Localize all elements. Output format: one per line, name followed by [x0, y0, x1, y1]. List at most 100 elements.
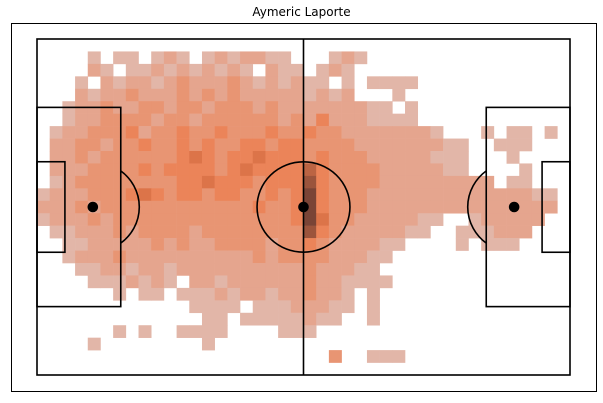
heatmap-cell: [290, 325, 304, 338]
heatmap-cell: [214, 287, 228, 301]
heatmap-cell: [201, 250, 215, 264]
heatmap-cell: [379, 188, 393, 202]
heatmap-cell: [354, 263, 368, 276]
heatmap-cell: [138, 325, 152, 338]
heatmap-cell: [290, 163, 304, 177]
heatmap-cell: [176, 163, 190, 177]
heatmap-cell: [125, 151, 139, 164]
heatmap-cell: [201, 275, 215, 289]
heatmap-cell: [49, 163, 63, 177]
heatmap-cell: [341, 113, 355, 127]
heatmap-cell: [366, 126, 380, 139]
heatmap-cell: [189, 63, 203, 77]
heatmap-cell: [49, 126, 63, 139]
heatmap-cell: [138, 287, 152, 301]
heatmap-cell: [506, 175, 520, 189]
heatmap-cell: [265, 51, 279, 65]
heatmap-cell: [201, 200, 215, 214]
heatmap-cell: [201, 151, 215, 164]
heatmap-cell: [278, 138, 292, 152]
heatmap-cell: [278, 126, 292, 139]
heatmap-cell: [290, 263, 304, 276]
heatmap-cell: [366, 200, 380, 214]
heatmap-cell: [189, 188, 203, 202]
heatmap-cell: [430, 163, 444, 177]
heatmap-cell: [113, 88, 127, 102]
heatmap-cell: [113, 113, 127, 127]
heatmap-cell: [176, 138, 190, 152]
heatmap-cell: [113, 126, 127, 139]
heatmap-cell: [49, 175, 63, 189]
heatmap-cell: [328, 88, 342, 102]
heatmap-cell: [252, 238, 266, 251]
heatmap-cell: [443, 151, 457, 164]
heatmap-cell: [392, 225, 406, 239]
heatmap-cell: [354, 126, 368, 139]
heatmap-cell: [506, 213, 520, 226]
heatmap-cell: [493, 138, 507, 152]
heatmap-cell: [392, 138, 406, 152]
heatmap-cell: [37, 200, 50, 214]
heatmap-cell: [278, 250, 292, 264]
chart-title: Aymeric Laporte: [252, 5, 351, 19]
heatmap-cell: [125, 63, 139, 77]
heatmap-cell: [354, 238, 368, 251]
heatmap-cell: [290, 151, 304, 164]
heatmap-cell: [265, 88, 279, 102]
heatmap-cell: [227, 151, 241, 164]
heatmap-cell: [100, 88, 114, 102]
heatmap-cell: [303, 101, 317, 114]
heatmap-cell: [252, 101, 266, 114]
heatmap-cell: [163, 88, 177, 102]
heatmap-cell: [227, 238, 241, 251]
heatmap-cell: [87, 63, 101, 77]
heatmap-cell: [379, 126, 393, 139]
heatmap-cell: [278, 312, 292, 326]
heatmap-cell: [214, 238, 228, 251]
heatmap-cell: [265, 163, 279, 177]
heatmap-cell: [290, 76, 304, 90]
heatmap-cell: [214, 138, 228, 152]
heatmap-cell: [75, 126, 89, 139]
heatmap-cell: [100, 76, 114, 90]
heatmap-cell: [328, 63, 342, 77]
heatmap-cell: [163, 101, 177, 114]
heatmap-cell: [303, 213, 317, 226]
heatmap-cell: [163, 63, 177, 77]
heatmap-cell: [252, 200, 266, 214]
heatmap-cell: [240, 250, 254, 264]
heatmap-cell: [62, 151, 76, 164]
heatmap-cell: [506, 151, 520, 164]
heatmap-cell: [506, 238, 520, 251]
right-goal-area: [541, 160, 571, 254]
heatmap-cell: [265, 101, 279, 114]
right-penalty-spot: [508, 201, 520, 213]
heatmap-cell: [303, 312, 317, 326]
heatmap-cell: [379, 238, 393, 251]
heatmap-cell: [493, 188, 507, 202]
heatmap-cell: [316, 300, 330, 314]
heatmap-cell: [443, 200, 457, 214]
heatmap-cell: [316, 312, 330, 326]
heatmap-cell: [87, 263, 101, 276]
heatmap-cell: [519, 225, 533, 239]
heatmap-cell: [392, 188, 406, 202]
heatmap-cell: [138, 63, 152, 77]
heatmap-cell: [240, 225, 254, 239]
heatmap-cell: [240, 188, 254, 202]
heatmap-cell: [163, 188, 177, 202]
heatmap-cell: [328, 312, 342, 326]
heatmap-cell: [163, 163, 177, 177]
heatmap-cell: [214, 312, 228, 326]
heatmap-cell: [379, 163, 393, 177]
heatmap-cell: [138, 113, 152, 127]
heatmap-cell: [87, 337, 101, 351]
heatmap-cell: [75, 138, 89, 152]
heatmap-cell: [328, 151, 342, 164]
heatmap-cell: [151, 287, 165, 301]
heatmap-cell: [341, 225, 355, 239]
heatmap-cell: [379, 250, 393, 264]
heatmap-cell: [265, 138, 279, 152]
heatmap-cell: [62, 113, 76, 127]
heatmap-cell: [176, 287, 190, 301]
